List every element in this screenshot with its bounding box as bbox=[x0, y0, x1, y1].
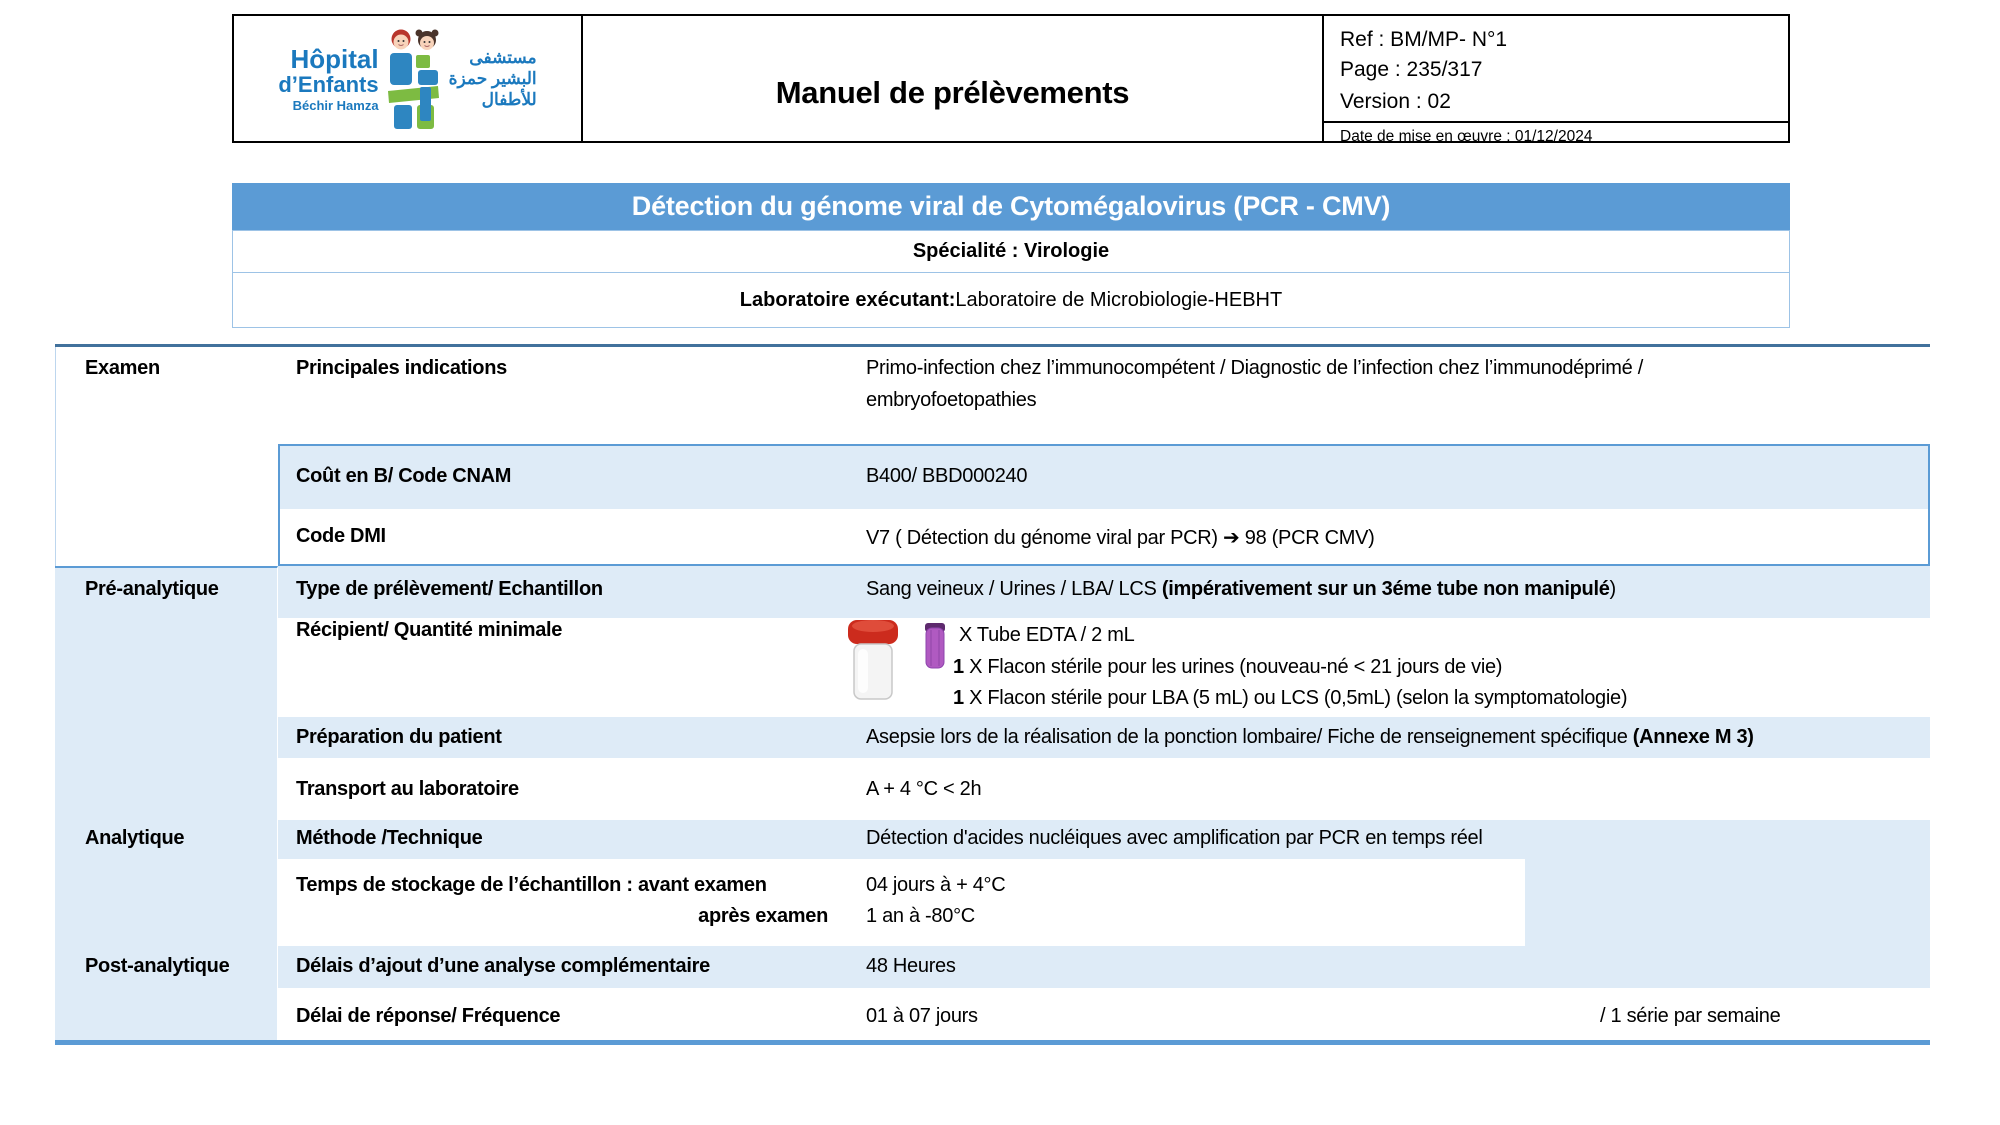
recipient-line3-qty: 1 bbox=[953, 687, 964, 709]
preparation-annexe: (Annexe M 3) bbox=[1632, 726, 1754, 748]
document-header: Hôpital d’Enfants Béchir Hamza bbox=[232, 14, 1790, 145]
logo-ar-line1: مستشفى bbox=[469, 47, 537, 67]
value-stockage-avant: 04 jours à + 4°C bbox=[866, 874, 1006, 896]
logo-ar-line3: للأطفال bbox=[481, 90, 537, 110]
specialty-row: Spécialité : Virologie bbox=[232, 230, 1790, 273]
value-type-prelevement: Sang veineux / Urines / LBA/ LCS (impéra… bbox=[866, 578, 1616, 601]
label-dmi: Code DMI bbox=[296, 525, 386, 547]
logo-ar-line2: البشير حمزة bbox=[448, 68, 537, 88]
value-delais: 48 Heures bbox=[866, 955, 956, 977]
urine-container-icon bbox=[848, 620, 898, 700]
value-cnam: B400/ BBD000240 bbox=[866, 465, 1028, 487]
version-line: Version : 02 bbox=[1340, 90, 1451, 113]
logo-line-hopital: Hôpital bbox=[290, 43, 379, 74]
value-indications-line1: Primo-infection chez l’immunocompétent /… bbox=[866, 357, 1643, 379]
value-stockage-apres: 1 an à -80°C bbox=[866, 905, 975, 927]
section-analytique: Analytique bbox=[85, 827, 185, 849]
value-transport: A + 4 °C < 2h bbox=[866, 778, 982, 800]
recipient-line-1: X Tube EDTA / 2 mL bbox=[953, 620, 1627, 652]
row-bg-stockage-right bbox=[1525, 859, 1930, 946]
section-column-strip bbox=[55, 566, 278, 1041]
logo-text-arabic: مستشفى البشير حمزة للأطفال bbox=[449, 47, 537, 111]
table-bottom-border bbox=[55, 1040, 1930, 1045]
type-value-normal: Sang veineux / Urines / LBA/ LCS bbox=[866, 578, 1162, 600]
value-recipient: X Tube EDTA / 2 mL 1 X Flacon stérile po… bbox=[953, 620, 1627, 715]
document-title-cell: Manuel de prélèvements bbox=[583, 16, 1324, 141]
lab-label: Laboratoire exécutant: bbox=[739, 288, 956, 311]
analysis-title-banner: Détection du génome viral de Cytomégalov… bbox=[232, 183, 1790, 230]
value-indications-line2: embryofoetopathies bbox=[866, 389, 1037, 411]
date-line: Date de mise en œuvre : 01/12/2024 bbox=[1340, 128, 1593, 145]
logo-line-bechir: Béchir Hamza bbox=[292, 97, 379, 113]
label-indications: Principales indications bbox=[296, 357, 507, 379]
row-bg-delais bbox=[278, 946, 1930, 988]
section-post-analytique: Post-analytique bbox=[85, 955, 230, 977]
value-reponse-frequence: / 1 série par semaine bbox=[1600, 1005, 1781, 1027]
label-transport: Transport au laboratoire bbox=[296, 778, 519, 800]
label-methode: Méthode /Technique bbox=[296, 827, 483, 849]
recipient-line-2: 1 X Flacon stérile pour les urines (nouv… bbox=[953, 652, 1627, 684]
label-stockage-line2: après examen bbox=[698, 905, 828, 927]
executing-lab-row: Laboratoire exécutant: Laboratoire de Mi… bbox=[232, 273, 1790, 328]
value-preparation: Asepsie lors de la réalisation de la pon… bbox=[866, 726, 1754, 749]
recipient-line1-text: X Tube EDTA / 2 mL bbox=[959, 624, 1135, 646]
logo-line-enfants: d’Enfants bbox=[278, 71, 379, 97]
edta-tube-icon bbox=[925, 623, 945, 669]
row-bg-cnam bbox=[278, 444, 1930, 509]
recipient-line-3: 1 X Flacon stérile pour LBA (5 mL) ou LC… bbox=[953, 683, 1627, 715]
value-methode: Détection d'acides nucléiques avec ampli… bbox=[866, 827, 1483, 849]
label-cnam: Coût en B/ Code CNAM bbox=[296, 465, 512, 487]
table-top-border bbox=[55, 344, 1930, 347]
lab-value: Laboratoire de Microbiologie-HEBHT bbox=[955, 288, 1283, 311]
cnam-dmi-outline-box bbox=[278, 444, 1930, 566]
ref-line: Ref : BM/MP- N°1 bbox=[1340, 28, 1508, 51]
recipient-line3-text: X Flacon stérile pour LBA (5 mL) ou LCS … bbox=[963, 687, 1628, 709]
value-dmi: V7 ( Détection du génome viral par PCR) … bbox=[866, 527, 1375, 549]
kids-h-logo-icon bbox=[387, 29, 439, 129]
type-value-bold: (impérativement sur un 3éme tube non man… bbox=[1161, 578, 1610, 600]
info-divider bbox=[1324, 121, 1788, 123]
value-reponse: 01 à 07 jours bbox=[866, 1005, 978, 1027]
analysis-title: Détection du génome viral de Cytomégalov… bbox=[631, 191, 1391, 221]
label-preparation: Préparation du patient bbox=[296, 726, 502, 748]
specialty-text: Spécialité : Virologie bbox=[912, 240, 1110, 262]
preparation-text: Asepsie lors de la réalisation de la pon… bbox=[866, 726, 1633, 748]
label-type-prelevement: Type de prélèvement/ Echantillon bbox=[296, 578, 603, 600]
type-value-paren: ) bbox=[1609, 578, 1617, 600]
row-bg-preparation bbox=[278, 717, 1930, 758]
label-recipient: Récipient/ Quantité minimale bbox=[296, 619, 563, 641]
logo-text-french: Hôpital d’Enfants Béchir Hamza bbox=[278, 46, 378, 112]
row-bg-type bbox=[278, 566, 1930, 618]
document-info-cell: Ref : BM/MP- N°1 Page : 235/317 Version … bbox=[1324, 16, 1788, 145]
page-line: Page : 235/317 bbox=[1340, 58, 1483, 81]
label-delais: Délais d’ajout d’une analyse complémenta… bbox=[296, 955, 710, 977]
section-pre-analytique: Pré-analytique bbox=[85, 578, 219, 600]
row-bg-methode bbox=[278, 820, 1930, 859]
recipient-line2-text: X Flacon stérile pour les urines (nouvea… bbox=[963, 655, 1503, 678]
hospital-logo: Hôpital d’Enfants Béchir Hamza bbox=[234, 16, 583, 141]
label-stockage-line1: Temps de stockage de l’échantillon : ava… bbox=[296, 874, 767, 896]
document-title: Manuel de prélèvements bbox=[775, 74, 1130, 110]
recipient-line2-qty: 1 bbox=[953, 655, 964, 678]
section-examen: Examen bbox=[85, 357, 160, 379]
label-reponse: Délai de réponse/ Fréquence bbox=[296, 1005, 561, 1027]
